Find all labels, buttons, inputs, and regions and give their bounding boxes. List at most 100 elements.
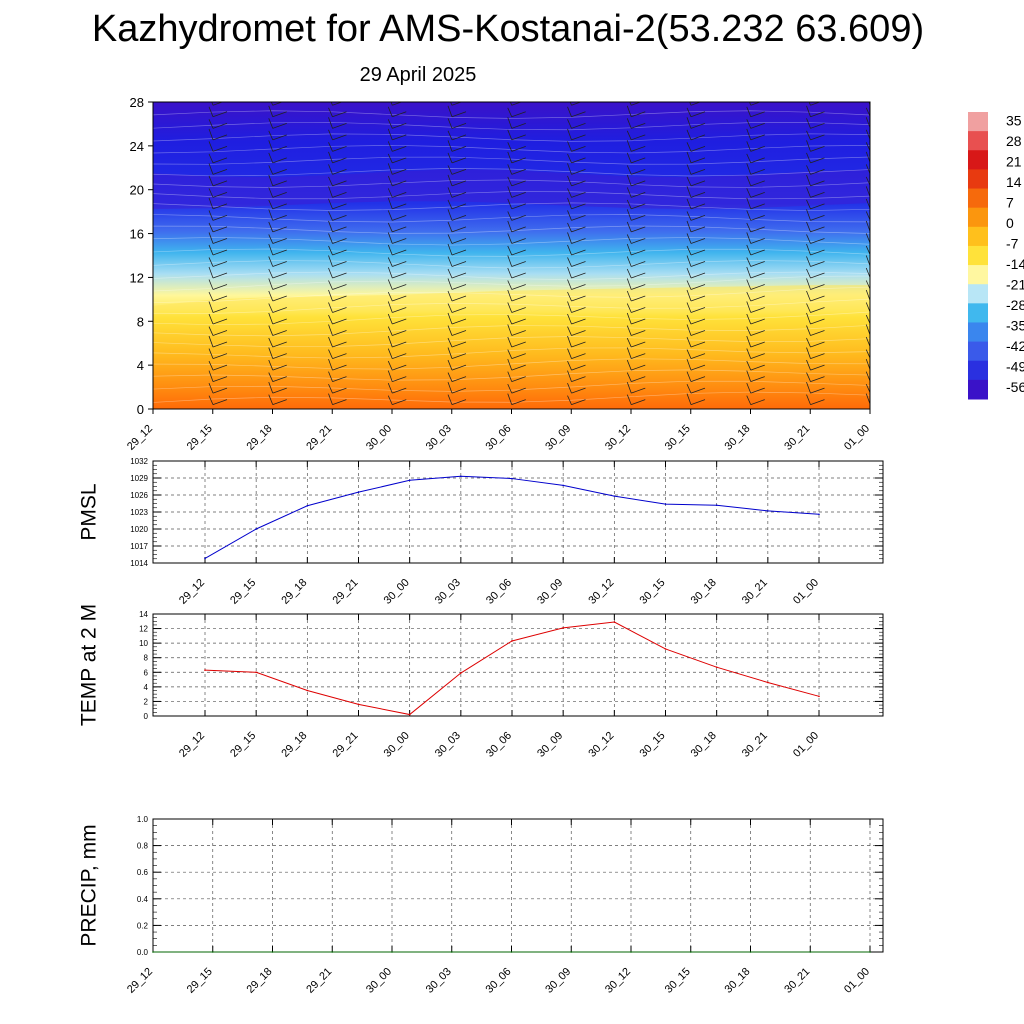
wind-barb [746,348,765,359]
wind-barb [567,153,586,164]
wind-barb [626,140,646,152]
x-tick-label: 01_00 [842,966,872,996]
y-axis-title: PMSL [78,483,101,540]
wind-barb [268,152,287,164]
wind-barb [567,210,586,221]
x-tick-label: 29_21 [331,577,361,607]
isotherm-line [153,369,870,381]
wind-barb [746,175,765,187]
isotherm-line [153,275,870,292]
wind-barb [567,119,586,129]
x-tick-label: 30_00 [364,966,394,996]
x-tick-label: 29_21 [331,730,361,760]
wind-barb [806,312,825,325]
wind-barb [387,370,407,382]
wind-barb [567,175,586,187]
wind-barb [746,232,765,244]
wind-barb [806,221,825,233]
x-tick-label: 30_00 [382,577,412,607]
wind-barb [268,234,287,244]
wind-barb [387,335,407,348]
wind-barb [268,199,287,210]
wind-barb [746,266,765,279]
heatmap-plot-area [153,102,870,409]
wind-barb [270,102,284,106]
wind-barb [567,128,586,141]
y-tick-label: 4 [144,683,149,692]
data-point [460,475,462,478]
wind-barb [746,244,765,256]
wind-barb [507,245,526,256]
wind-barb [686,198,706,210]
wind-barb [208,291,228,302]
data-point [869,951,871,953]
wind-barb [626,199,646,210]
wind-barb [208,163,228,175]
wind-barb [686,371,706,382]
x-tick-label: 30_18 [723,966,753,996]
wind-barb [447,303,467,313]
data-point [630,951,632,953]
wind-barb [447,278,467,290]
wind-barb [208,266,228,279]
wind-barb [208,175,228,187]
wind-barb [686,211,706,221]
data-point [767,681,769,684]
wind-barb [567,301,586,313]
wind-barb [387,232,407,244]
wind-barb [567,188,586,198]
wind-barb [746,163,765,175]
data-point [562,627,564,629]
wind-barb [387,163,407,175]
data-point [357,491,360,493]
wind-barb [686,383,706,394]
wind-barb [268,130,287,141]
x-tick-label: 29_12 [177,577,207,607]
colorbar-segment [968,284,988,304]
wind-barb [686,129,706,141]
y-tick-label: 0.0 [137,948,149,957]
data-point [613,621,616,623]
wind-barb [507,280,526,290]
wind-barb [626,174,646,187]
data-point [818,695,820,698]
wind-barb [806,278,825,290]
wind-barb [447,152,467,164]
wind-barb [686,336,706,348]
wind-barb [447,199,467,210]
wind-barb [686,233,706,244]
wind-barb [208,335,228,348]
colorbar-label: -56 [1006,379,1024,395]
wind-barb [686,117,706,129]
wind-barb [626,359,646,371]
wind-barb [208,210,228,221]
wind-barb [268,347,287,359]
y-tick-label: 8 [137,314,144,329]
wind-barb [689,102,702,106]
wind-barb [806,394,825,405]
wind-barb [806,268,825,279]
wind-barb [387,360,407,371]
wind-barb [328,267,347,279]
wind-barb [208,370,228,382]
wind-barb [746,197,765,210]
wind-barb [387,197,407,210]
wind-barb [387,244,407,256]
wind-barb [328,349,347,359]
wind-barb [567,244,586,256]
x-tick-label: 30_09 [543,966,573,996]
wind-barb [387,175,407,187]
data-point [664,503,667,505]
wind-barb [507,302,526,313]
wind-barb [328,220,347,233]
wind-barb [507,255,526,267]
x-tick-label: 29_18 [279,730,309,760]
wind-barb [507,129,526,141]
wind-barb [806,152,825,164]
wind-barb [626,187,646,198]
wind-barb [686,267,706,279]
wind-barb [208,153,228,164]
wind-barb [208,257,228,267]
wind-barb [806,359,825,371]
wind-barb [208,382,228,394]
